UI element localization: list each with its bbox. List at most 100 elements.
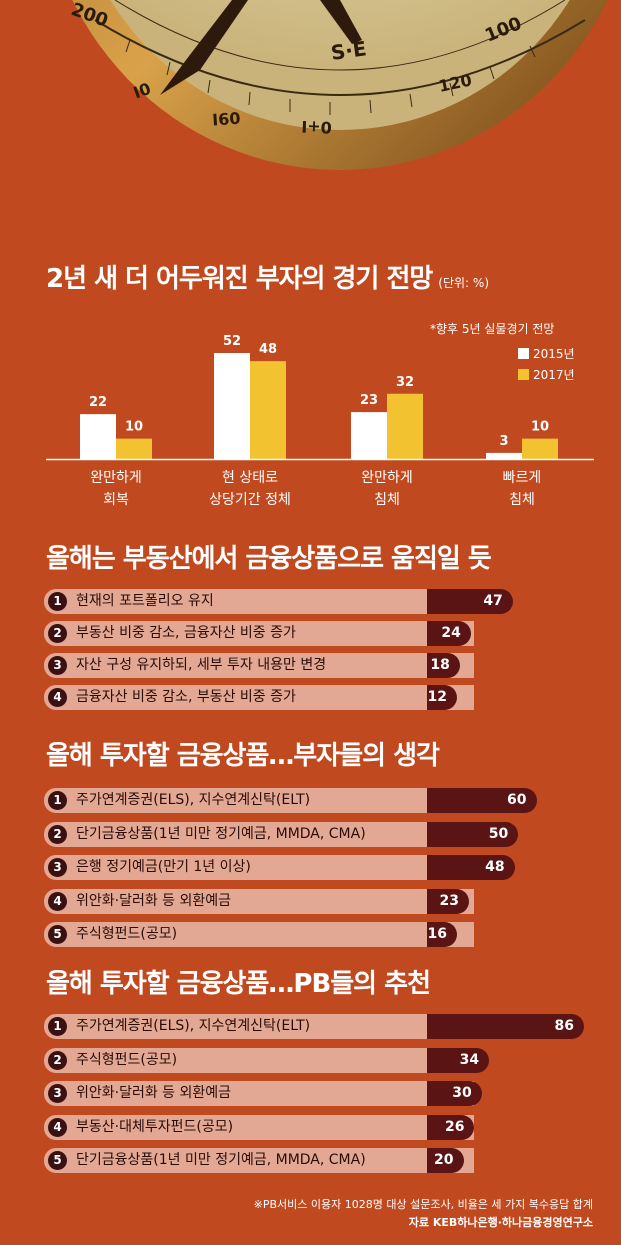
rank-label: 단기금융상품(1년 미만 정기예금, MMDA, CMA) xyxy=(76,825,366,842)
rank-row-background xyxy=(44,855,474,880)
rank-row-background xyxy=(44,1014,474,1039)
rank-value: 12 xyxy=(427,689,447,705)
rank-row-background xyxy=(44,589,474,614)
rank-value: 18 xyxy=(430,657,450,673)
rank-row-background xyxy=(44,1047,474,1073)
rank-value: 16 xyxy=(427,926,447,942)
rank-bar xyxy=(427,1014,584,1039)
rank-label: 은행 정기예금(만기 1년 이상) xyxy=(76,859,251,875)
rank-row-background xyxy=(44,653,474,678)
rank-row: 5 단기금융상품(1년 미만 정기예금, MMDA, CMA) 20 xyxy=(44,1148,584,1173)
rank-label: 단기금융상품(1년 미만 정기예금, MMDA, CMA) xyxy=(76,1152,366,1168)
legend-entry-2015: 2015년 xyxy=(518,345,575,362)
data-label: 3 xyxy=(499,434,508,449)
legend-subtitle: *향후 5년 실물경기 전망 xyxy=(430,322,555,336)
rank-row-background xyxy=(44,685,474,710)
rank-number-badge: 1 xyxy=(48,1017,67,1036)
rank-label: 금융자산 비중 감소, 부동산 비중 증가 xyxy=(76,689,296,705)
rank-bar xyxy=(427,788,537,813)
rank-value: 30 xyxy=(452,1085,472,1101)
rank-label: 위안화·달러화 등 외환예금 xyxy=(76,1085,232,1101)
rank-bar xyxy=(427,685,457,710)
rank-row: 4 부동산·대체투자펀드(공모) 26 xyxy=(44,1114,584,1140)
category-label: 회복 xyxy=(103,492,129,508)
rank-number-badge: 3 xyxy=(48,1084,67,1103)
chart-title-asset-shift: 올해는 부동산에서 금융상품으로 움직일 듯 xyxy=(46,544,492,574)
category-label: 상당기간 정체 xyxy=(209,492,291,508)
rank-value: 26 xyxy=(444,1118,465,1135)
data-label: 52 xyxy=(223,334,241,349)
rank-row: 4 위안화·달러화 등 외환예금 23 xyxy=(44,888,584,914)
rank-bar xyxy=(427,888,469,914)
data-label: 10 xyxy=(531,420,549,435)
category-label: 완만하게 xyxy=(361,470,413,486)
category-label: 침체 xyxy=(374,492,400,508)
rank-bar xyxy=(427,821,519,847)
rank-value: 86 xyxy=(554,1018,574,1034)
category-label: 빠르게 xyxy=(503,470,542,486)
rank-label: 부동산·대체투자펀드(공모) xyxy=(76,1118,234,1135)
rank-value: 50 xyxy=(488,825,509,842)
rank-row-background xyxy=(44,888,474,914)
rank-label: 주가연계증권(ELS), 지수연계신탁(ELT) xyxy=(76,792,311,808)
compass-direction-label: S·E xyxy=(329,36,368,65)
bar-2015-1 xyxy=(214,353,250,459)
rank-bar xyxy=(427,1114,475,1140)
rank-row-background xyxy=(44,1081,474,1106)
compass-tick-label: 0+I xyxy=(301,117,332,137)
rank-number-badge: 5 xyxy=(48,1151,67,1170)
rank-number-badge: 4 xyxy=(48,1117,67,1137)
rank-row: 2 단기금융상품(1년 미만 정기예금, MMDA, CMA) 50 xyxy=(44,821,584,847)
chart-title-economy-outlook: 2년 새 더 어두워진 부자의 경기 전망 (단위: %) xyxy=(46,264,490,294)
rank-row: 2 주식형펀드(공모) 34 xyxy=(44,1047,584,1073)
rank-bar xyxy=(427,1081,482,1106)
rank-number-badge: 2 xyxy=(48,1050,67,1070)
data-label: 10 xyxy=(125,420,143,435)
rank-value: 34 xyxy=(459,1051,480,1068)
rank-number-badge: 2 xyxy=(48,624,67,643)
rank-row-background xyxy=(44,1148,474,1173)
compass-tick-label: 09I xyxy=(212,108,241,129)
rank-label: 자산 구성 유지하되, 세부 투자 내용만 변경 xyxy=(76,657,327,673)
rank-value: 24 xyxy=(441,625,461,641)
rank-row-background xyxy=(44,1114,474,1140)
rank-row: 3 은행 정기예금(만기 1년 이상) 48 xyxy=(44,855,584,880)
rank-number-badge: 2 xyxy=(48,824,67,844)
rank-row: 2 부동산 비중 감소, 금융자산 비중 증가 24 xyxy=(44,621,584,646)
source-label: 자료 KEB하나은행·하나금융경영연구소 xyxy=(408,1216,593,1229)
rank-bar xyxy=(427,1148,464,1173)
data-label: 32 xyxy=(396,375,414,390)
rank-row: 4 금융자산 비중 감소, 부동산 비중 증가 12 xyxy=(44,685,584,710)
rank-row: 3 자산 구성 유지하되, 세부 투자 내용만 변경 18 xyxy=(44,653,584,678)
rank-number-badge: 3 xyxy=(48,656,67,675)
rank-value: 23 xyxy=(439,892,459,909)
data-label: 48 xyxy=(259,342,277,357)
rank-value: 47 xyxy=(483,593,503,609)
rank-row-background xyxy=(44,788,474,813)
rank-number-badge: 3 xyxy=(48,858,67,877)
rank-label: 현재의 포트폴리오 유지 xyxy=(76,593,214,609)
unit-label: (단위: %) xyxy=(438,276,490,290)
rank-value: 48 xyxy=(485,859,505,875)
rank-label: 주가연계증권(ELS), 지수연계신탁(ELT) xyxy=(76,1018,311,1034)
rank-row: 1 주가연계증권(ELS), 지수연계신탁(ELT) 86 xyxy=(44,1014,584,1039)
rank-number-badge: 4 xyxy=(48,688,67,707)
compass-illustration: 200 S·E 100 0I 09I 0+I 120 xyxy=(0,0,621,230)
category-label: 현 상태로 xyxy=(222,470,278,486)
rank-bar xyxy=(427,855,515,880)
category-label: 침체 xyxy=(509,492,535,508)
rank-bar xyxy=(427,621,471,646)
data-label: 23 xyxy=(360,393,378,408)
rank-row: 5 주식형펀드(공모) 16 xyxy=(44,922,584,947)
chart-title-pb-picks: 올해 투자할 금융상품…PB들의 추천 xyxy=(46,969,431,999)
rank-bar xyxy=(427,589,513,614)
rank-value: 20 xyxy=(434,1152,454,1168)
rank-row-background xyxy=(44,621,474,646)
chart-title-rich-picks: 올해 투자할 금융상품…부자들의 생각 xyxy=(46,741,440,771)
footnote: ※PB서비스 이용자 1028명 대상 설문조사, 비율은 세 가지 복수응답 … xyxy=(253,1198,593,1211)
rank-number-badge: 1 xyxy=(48,592,67,611)
rank-label: 부동산 비중 감소, 금융자산 비중 증가 xyxy=(76,625,296,641)
bar-2015-2 xyxy=(351,412,387,459)
bar-2017-0 xyxy=(116,438,152,459)
